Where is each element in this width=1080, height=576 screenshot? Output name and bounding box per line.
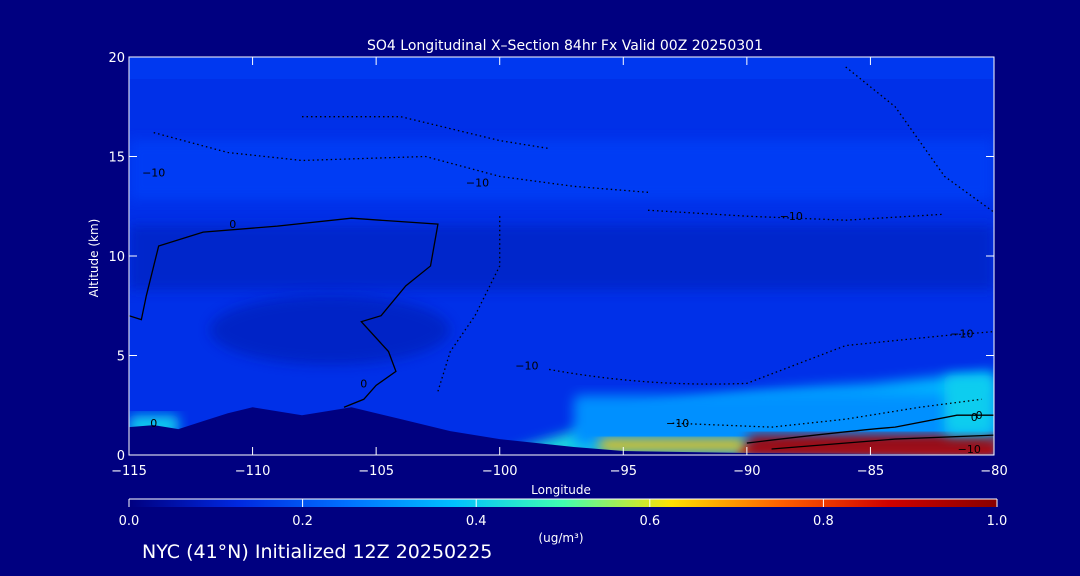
x-axis-label: Longitude — [531, 483, 591, 497]
y-tick-label: 5 — [117, 350, 125, 365]
contour-dotted-1 — [302, 116, 550, 150]
x-tick-label: −90 — [733, 464, 760, 479]
field-upper-band — [129, 57, 994, 79]
field-strato-band — [129, 140, 994, 200]
x-tick-label: −115 — [111, 464, 147, 479]
contour-solid-2 — [771, 434, 994, 450]
contour-dotted-6 — [647, 209, 945, 221]
field-low-core — [210, 295, 450, 365]
y-axis-label: Altitude (km) — [87, 219, 101, 298]
colorbar-unit: (ug/m³) — [538, 531, 583, 545]
y-axis-ticks: 0 5 10 15 20 — [108, 51, 994, 464]
contour-lines — [129, 66, 994, 450]
x-tick-label: −110 — [235, 464, 271, 479]
contour-dotted-5 — [845, 66, 994, 213]
x-tick-label: −100 — [482, 464, 518, 479]
contour-solid-1 — [746, 414, 994, 444]
colorbar-tick-label: 0.0 — [119, 514, 140, 529]
contour-label-11: −10 — [958, 443, 981, 456]
x-tick-label: −85 — [857, 464, 884, 479]
colorbar-tick-label: 0.8 — [813, 514, 834, 529]
x-tick-label: −105 — [358, 464, 394, 479]
y-tick-label: 10 — [108, 250, 125, 265]
contour-label-0: 0 — [229, 218, 236, 231]
contour-solid-0 — [129, 217, 439, 408]
colorbar-tick-label: 0.6 — [639, 514, 660, 529]
field-layer-3 — [944, 375, 994, 436]
y-tick-label: 20 — [108, 51, 125, 66]
footer-caption: NYC (41°N) Initialized 12Z 20250225 — [142, 541, 493, 563]
x-axis-ticks: −115 −110 −105 −100 −95 −90 −85 −80 — [111, 57, 1008, 479]
contour-label-8: −10 — [515, 359, 538, 372]
terrain — [129, 407, 994, 455]
colorbar-ticks: 0.0 0.2 0.4 0.6 0.8 1.0 — [119, 499, 1008, 529]
contour-label-10: −10 — [950, 328, 973, 341]
contour-dotted-2 — [437, 216, 501, 392]
y-tick-label: 15 — [108, 151, 125, 166]
contour-label-9: −10 — [666, 417, 689, 430]
contour-dotted-0 — [153, 131, 649, 193]
contour-label-7: −10 — [780, 210, 803, 223]
colorbar-tick-label: 0.2 — [292, 514, 313, 529]
colorbar-gradient — [129, 499, 997, 507]
contour-label-3: 0 — [971, 411, 978, 424]
colorbar: 0.0 0.2 0.4 0.6 0.8 1.0 (ug/m³) — [119, 498, 1008, 545]
field-mid-band — [129, 225, 994, 290]
field-layer-2 — [746, 435, 994, 452]
x-tick-label: −80 — [980, 464, 1007, 479]
contour-label-6: −10 — [466, 176, 489, 189]
colorbar-tick-label: 1.0 — [987, 514, 1008, 529]
y-tick-label: 0 — [117, 449, 125, 464]
contour-label-5: −10 — [142, 166, 165, 179]
colorbar-tick-label: 0.4 — [466, 514, 487, 529]
x-tick-label: −95 — [610, 464, 637, 479]
contour-dotted-3 — [549, 330, 994, 385]
field-layer-1 — [598, 439, 747, 452]
contour-label-2: 0 — [360, 377, 367, 390]
contour-label-4: 0 — [976, 409, 983, 422]
field-layer-0 — [573, 395, 994, 446]
contour-label-1: 0 — [150, 417, 157, 430]
chart-title: SO4 Longitudinal X–Section 84hr Fx Valid… — [367, 38, 763, 54]
